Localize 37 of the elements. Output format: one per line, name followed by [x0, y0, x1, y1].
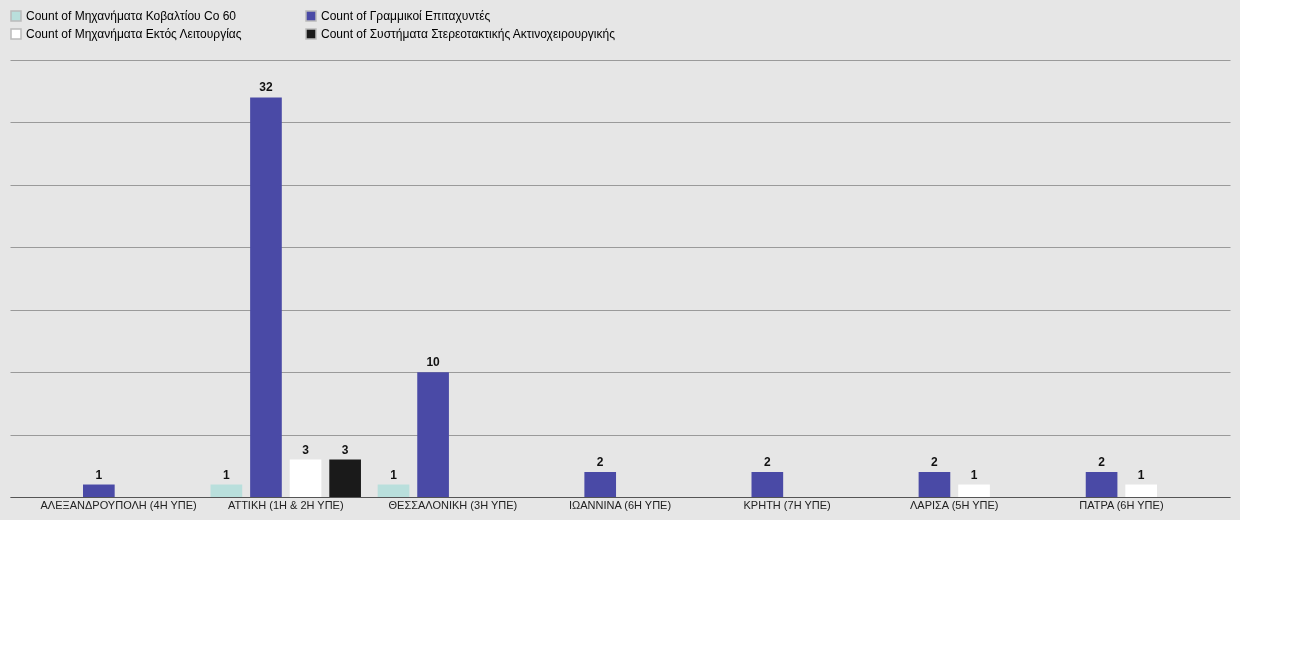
data-label: 1 [95, 467, 103, 482]
x-tick-label: ΑΤΤΙΚΗ (1Η & 2Η ΥΠΕ) [227, 498, 344, 511]
x-tick-label: ΛΑΡΙΣΑ (5Η ΥΠΕ) [909, 498, 999, 511]
bar [1085, 472, 1118, 497]
legend-label: Count of Μηχανήματα Κοβαλτίου Co 60 [26, 9, 237, 23]
data-label: 32 [259, 80, 273, 95]
bar [584, 472, 617, 497]
x-tick-label: ΠΑΤΡΑ (6Η ΥΠΕ) [1079, 498, 1164, 511]
legend-label: Count of Μηχανήματα Εκτός Λειτουργίας [26, 27, 242, 41]
bar [289, 459, 322, 497]
bar [958, 484, 990, 497]
bar [329, 459, 361, 497]
x-tick-label: ΙΩΑΝΝΙΝΑ (6Η ΥΠΕ) [568, 498, 672, 511]
x-tick-label: ΚΡΗΤΗ (7Η ΥΠΕ) [743, 498, 831, 511]
bar [918, 472, 951, 497]
data-label: 1 [970, 467, 978, 482]
bar [210, 484, 243, 497]
data-label: 2 [596, 455, 604, 470]
data-label: 1 [1137, 467, 1145, 482]
x-tick-label: ΘΕΣΣΑΛΟΝΙΚΗ (3Η ΥΠΕ) [388, 498, 518, 511]
data-label: 2 [931, 455, 939, 470]
legend-label: Count of Συστήματα Στερεοτακτικής Ακτινοχειρουργικής [321, 27, 616, 41]
data-label: 10 [426, 355, 441, 370]
bar [1125, 484, 1157, 497]
data-label: 3 [302, 442, 310, 457]
legend-label: Count of Γραμμικοί Επιταχυντές [321, 9, 491, 23]
bar [83, 484, 115, 497]
data-label: 2 [763, 455, 771, 470]
bar [417, 372, 449, 497]
bar [250, 97, 282, 497]
data-label: 3 [341, 442, 349, 457]
bar [377, 484, 410, 497]
data-label: 1 [390, 467, 398, 482]
data-label: 2 [1098, 455, 1106, 470]
data-label: 1 [223, 467, 231, 482]
bar [751, 472, 784, 497]
x-tick-label: ΑΛΕΞΑΝΔΡΟΥΠΟΛΗ (4Η ΥΠΕ) [40, 498, 197, 511]
